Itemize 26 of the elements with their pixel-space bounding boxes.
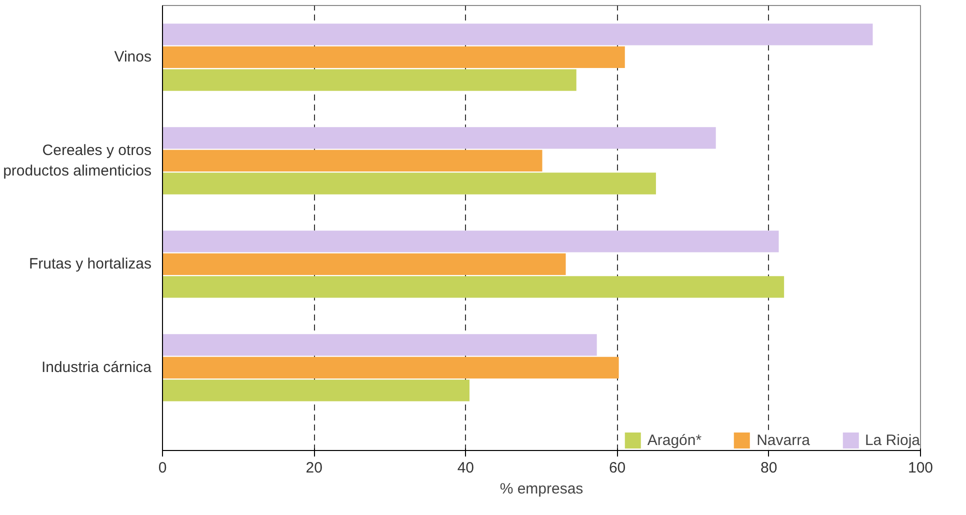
bar: [162, 69, 576, 91]
legend-label: Aragón*: [647, 432, 702, 448]
bar: [162, 46, 625, 68]
bar: [162, 230, 779, 252]
bar: [162, 150, 542, 172]
legend-label: Navarra: [756, 432, 810, 448]
bar: [162, 172, 656, 194]
x-tick-label: 40: [457, 460, 474, 476]
bar: [162, 276, 784, 298]
bar: [162, 253, 566, 276]
x-tick-label: 60: [608, 460, 626, 476]
bar: [162, 24, 873, 46]
x-tick-label: 100: [908, 460, 934, 476]
bar: [162, 334, 597, 356]
y-tick-label: Frutas y hortalizas: [28, 256, 152, 273]
x-tick-label: 0: [158, 460, 167, 476]
x-tick-label: 20: [306, 460, 322, 476]
legend-label: La Rioja: [864, 432, 920, 448]
bar: [162, 380, 470, 402]
x-axis-title: % empresas: [500, 480, 584, 498]
y-tick-label: Vinos: [114, 48, 152, 66]
x-tick-label: 80: [760, 460, 778, 476]
y-tick-label: Cereales y otros productos alimenticios: [3, 142, 152, 180]
y-tick-label: Industria cárnica: [41, 359, 152, 376]
bar: [162, 127, 716, 149]
bar: [162, 356, 619, 379]
